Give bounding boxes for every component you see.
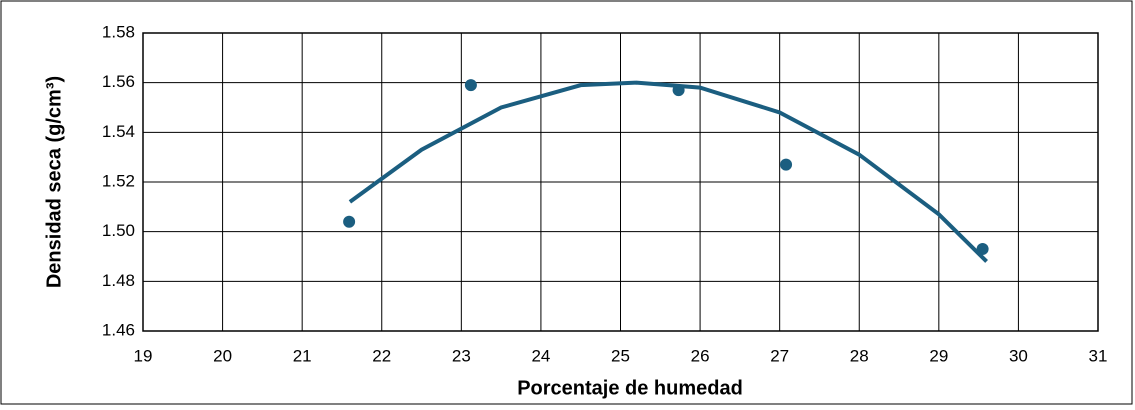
y-tick-label: 1.50 [102, 221, 135, 240]
x-tick-label: 26 [691, 346, 710, 365]
x-axis-label: Porcentaje de humedad [517, 377, 743, 399]
data-point [464, 79, 477, 92]
y-tick-label: 1.46 [102, 320, 135, 339]
x-tick-label: 22 [372, 346, 391, 365]
plot-border [142, 32, 1099, 332]
data-point [343, 215, 356, 228]
y-tick-label: 1.52 [102, 171, 135, 190]
x-tick-label: 27 [770, 346, 789, 365]
trend-line [348, 80, 988, 263]
data-point [780, 158, 793, 171]
x-tick-label: 30 [1009, 346, 1028, 365]
x-tick-label: 19 [134, 346, 153, 365]
y-tick-label: 1.54 [102, 122, 135, 141]
y-tick-label: 1.56 [102, 72, 135, 91]
y-axis-label: Densidad seca (g/cm³) [43, 76, 65, 288]
x-tick-label: 29 [929, 346, 948, 365]
x-tick-label: 20 [213, 346, 232, 365]
x-tick-label: 24 [531, 346, 550, 365]
x-tick-label: 28 [850, 346, 869, 365]
x-tick-label: 25 [611, 346, 630, 365]
y-tick-label: 1.48 [102, 271, 135, 290]
x-tick-label: 23 [452, 346, 471, 365]
y-tick-label: 1.58 [102, 22, 135, 41]
x-tick-label: 21 [293, 346, 312, 365]
x-tick-label: 31 [1089, 346, 1108, 365]
